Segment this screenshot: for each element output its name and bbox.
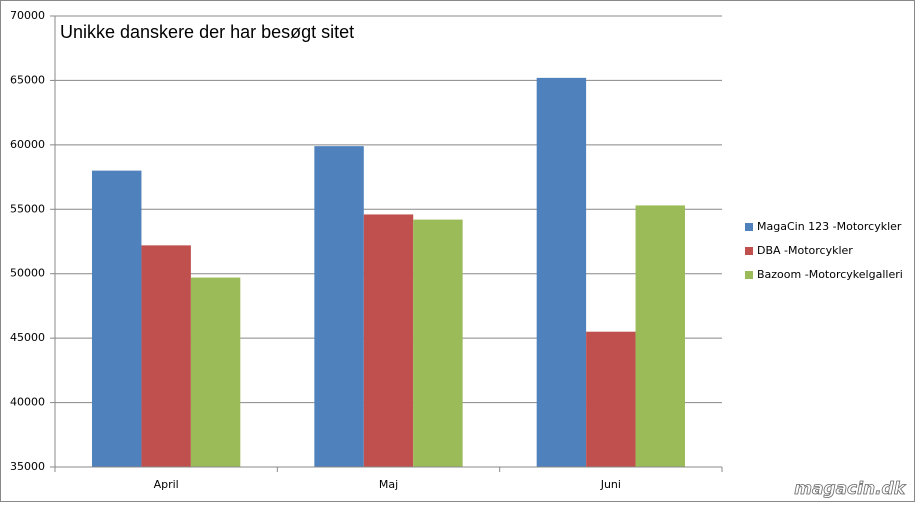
bar [635, 205, 685, 468]
legend-label: Bazoom -Motorcykelgalleri [757, 268, 903, 281]
bar [190, 277, 241, 467]
y-tick-label: 70000 [10, 9, 45, 22]
x-tick-label: April [154, 478, 179, 491]
legend-swatch [745, 271, 753, 279]
bar [141, 245, 191, 467]
y-tick-label: 60000 [10, 138, 45, 151]
x-tick-label: Maj [379, 478, 398, 491]
bar [413, 219, 463, 467]
bar [314, 146, 364, 467]
legend-swatch [745, 247, 753, 255]
bar [363, 214, 414, 467]
bar [536, 77, 587, 467]
y-tick-label: 35000 [10, 460, 45, 473]
y-tick-label: 40000 [10, 396, 45, 409]
bar [586, 331, 636, 467]
chart-title: Unikke danskere der har besøgt sitet [60, 22, 354, 42]
legend-label: DBA -Motorcykler [757, 244, 853, 257]
bar [92, 170, 142, 467]
y-tick-label: 50000 [10, 267, 45, 280]
y-tick-label: 45000 [10, 331, 45, 344]
legend-swatch [745, 223, 753, 231]
watermark: magacin.dk [794, 479, 906, 499]
x-tick-label: Juni [600, 478, 621, 491]
y-tick-label: 55000 [10, 202, 45, 215]
legend-label: MagaCin 123 -Motorcykler [757, 220, 902, 233]
y-tick-label: 65000 [10, 73, 45, 86]
